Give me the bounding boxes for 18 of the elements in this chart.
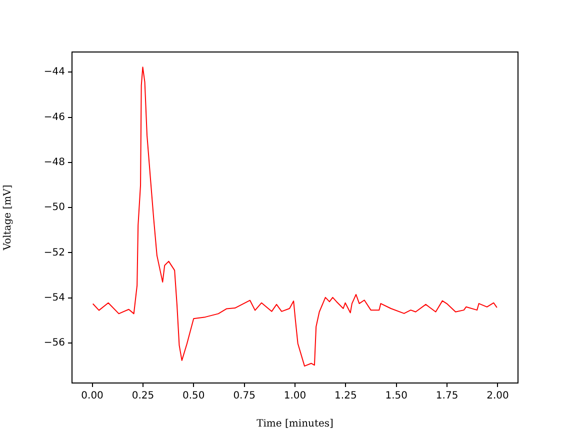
y-tick-label: −50 <box>44 202 65 214</box>
y-tick-label: −54 <box>44 292 65 304</box>
x-tick-label: 1.00 <box>284 390 306 402</box>
x-tick-label: 1.50 <box>385 390 408 402</box>
y-tick-label: −56 <box>44 338 65 349</box>
x-tick-label: 1.25 <box>334 390 357 402</box>
x-tick-label: 0.00 <box>81 390 104 402</box>
y-tick-label: −44 <box>44 66 65 78</box>
x-axis-title: Time [minutes] <box>256 418 334 430</box>
x-tick-label: 0.50 <box>182 390 205 402</box>
y-tick-label: −52 <box>44 247 65 258</box>
y-tick-label: −46 <box>44 112 65 123</box>
x-tick-label: 2.00 <box>486 390 509 402</box>
x-tick-label: 0.75 <box>233 390 256 402</box>
x-tick-label: 1.75 <box>436 390 458 402</box>
y-axis-title: Voltage [mV] <box>2 184 14 252</box>
y-tick-label: −48 <box>44 157 65 168</box>
x-tick-label: 0.25 <box>132 390 154 402</box>
